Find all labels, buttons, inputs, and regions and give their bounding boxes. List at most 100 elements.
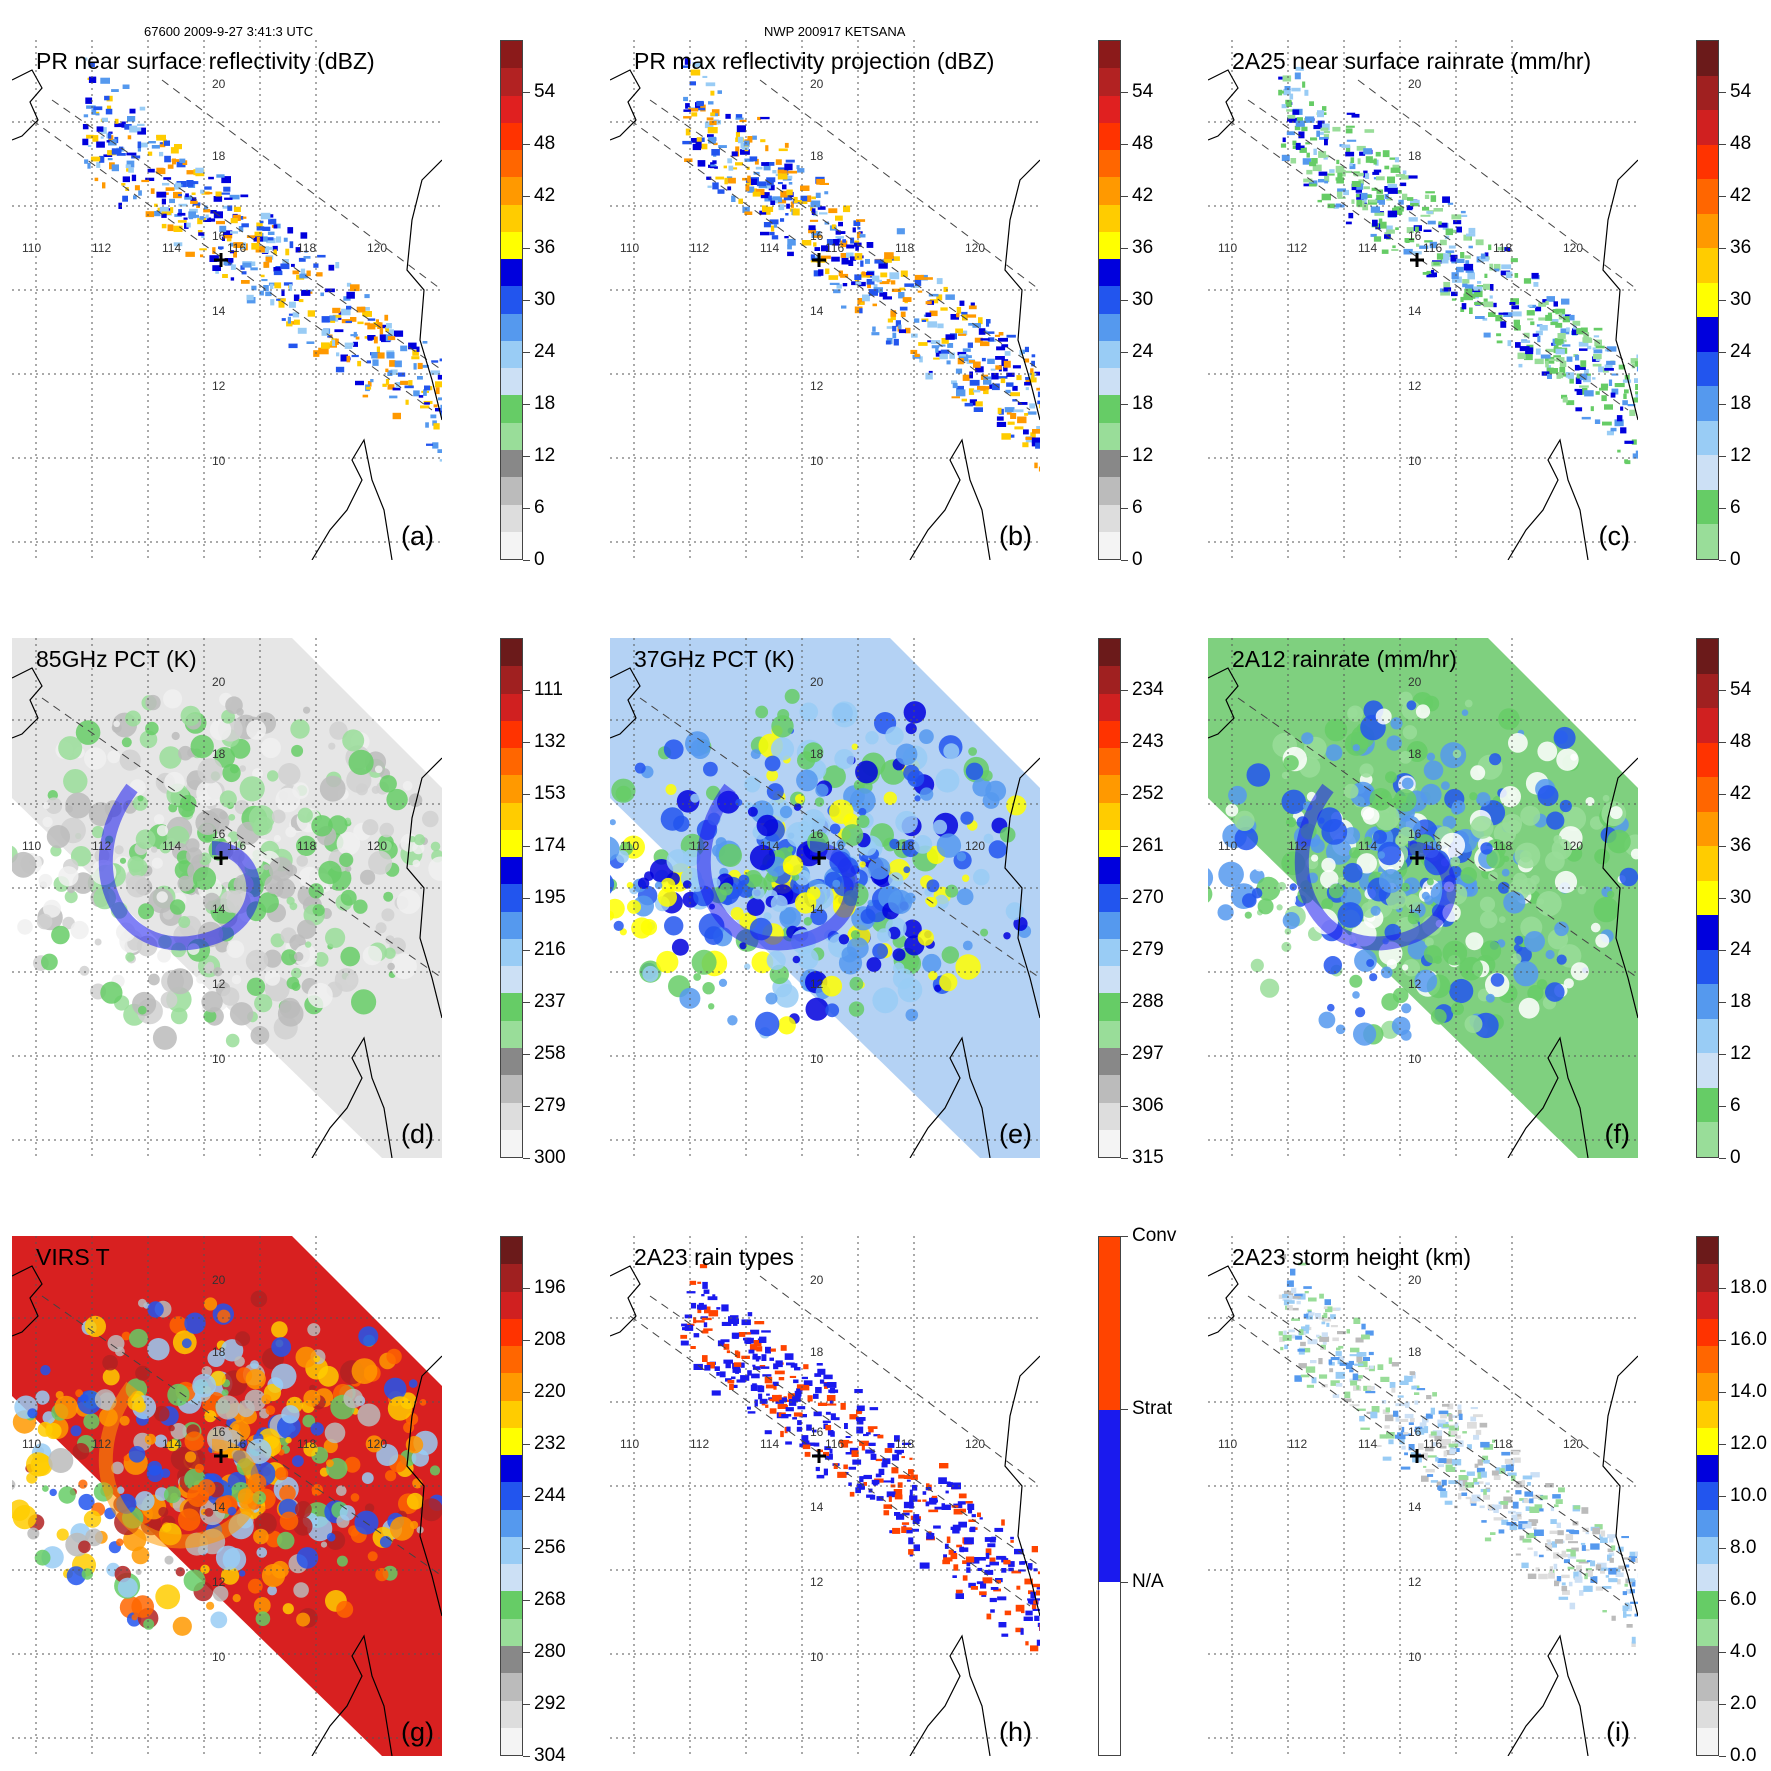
lon-tick-label: 110: [22, 839, 41, 853]
lat-tick-label: 20: [810, 1273, 824, 1287]
lon-tick-label: 112: [92, 1437, 111, 1451]
colorbar-tick: [1719, 1054, 1726, 1055]
colorbar-segment: [1099, 395, 1120, 423]
colorbar-segment: [1697, 282, 1718, 318]
colorbar-tick-label: 4.0: [1730, 1641, 1757, 1662]
colorbar-segment: [501, 313, 522, 341]
colorbar-tick: [523, 742, 530, 743]
map-svg-a: 110 112 114 116 118 120 20 18 16 14 12 10: [12, 40, 442, 560]
lat-tick-label: 12: [810, 379, 824, 393]
colorbar-segment: [1697, 1122, 1718, 1157]
lat-tick-label: 16: [1408, 1425, 1422, 1439]
colorbar-tick: [1121, 1106, 1128, 1107]
colorbar-tick-label: 30: [534, 289, 556, 310]
colorbar-segment: [1099, 259, 1120, 287]
colorbar-tick: [523, 1158, 530, 1159]
lat-tick-label: 14: [1408, 1500, 1422, 1514]
colorbar-tick-label: 42: [1730, 783, 1752, 804]
colorbar-segment: [1099, 477, 1120, 505]
colorbar-tick-label: 196: [534, 1277, 566, 1298]
data-field: [1278, 66, 1638, 465]
colorbar-segment: [1697, 777, 1718, 812]
lon-tick-label: 118: [1493, 1437, 1512, 1451]
colorbar-segment: [1697, 708, 1718, 743]
colorbar-strip: [1098, 638, 1121, 1158]
lat-tick-label: 20: [810, 675, 824, 689]
lat-tick-label: 14: [212, 304, 226, 318]
lon-tick-label: 120: [367, 839, 387, 853]
map-svg-f: 110 112 114 116 118 120 20 18 16 14 12 10: [1208, 638, 1638, 1158]
colorbar-segment: [1099, 666, 1120, 694]
colorbar-tick-label: 315: [1132, 1147, 1164, 1168]
colorbar-tick-label: 12: [534, 445, 556, 466]
lat-tick-label: 16: [212, 229, 226, 243]
lon-tick-label: 118: [895, 1437, 914, 1451]
colorbar-segment: [1697, 1427, 1718, 1456]
colorbar-tick: [523, 300, 530, 301]
colorbar-tick: [523, 1392, 530, 1393]
colorbar-tick-label: 24: [534, 341, 556, 362]
colorbar-tick: [1719, 1756, 1726, 1757]
lon-tick-label: 114: [1358, 839, 1377, 853]
colorbar-segment: [501, 1536, 522, 1565]
lon-tick-label: 120: [1563, 1437, 1583, 1451]
colorbar-tick-label: 48: [1132, 133, 1154, 154]
colorbar-segment: [1697, 248, 1718, 283]
colorbar-tick: [1719, 352, 1726, 353]
lat-tick-label: 20: [810, 77, 824, 91]
colorbar-segment: [501, 802, 522, 830]
colorbar-tick: [1121, 690, 1128, 691]
colorbar-tick-label: 54: [534, 81, 556, 102]
colorbar-strip: [500, 1236, 523, 1756]
colorbar-tick-label: 42: [1730, 185, 1752, 206]
colorbar-segment: [1697, 1264, 1718, 1292]
colorbar-tick: [1121, 846, 1128, 847]
coastline: [1208, 1265, 1638, 1756]
colorbar-tick-label: 0: [1730, 1147, 1741, 1168]
colorbar-tick-label: 12: [1730, 1043, 1752, 1064]
colorbar-tick: [523, 92, 530, 93]
lat-tick-label: 12: [810, 1575, 824, 1589]
colorbar-segment: [1697, 1346, 1718, 1374]
colorbar-tick: [1719, 1444, 1726, 1445]
colorbar-tick: [1719, 1288, 1726, 1289]
colorbar-tick: [523, 1106, 530, 1107]
colorbar-tick: [1719, 1392, 1726, 1393]
colorbar-tick-label: 42: [1132, 185, 1154, 206]
lat-tick-label: 14: [1408, 304, 1422, 318]
colorbar-tick: [1719, 560, 1726, 561]
lon-tick-label: 120: [367, 1437, 387, 1451]
panel-label: (g): [401, 1717, 434, 1747]
colorbar-tick: [1719, 1158, 1726, 1159]
colorbar-tick-label: 36: [1730, 237, 1752, 258]
colorbar-tick-label: 24: [1132, 341, 1154, 362]
colorbar-strip: [1696, 40, 1719, 560]
colorbar-tick-label: 18: [1132, 393, 1154, 414]
colorbar-tick: [1121, 508, 1128, 509]
lon-tick-label: 116: [227, 839, 246, 853]
lat-tick-label: 18: [1408, 1345, 1422, 1359]
colorbar-segment: [1099, 748, 1120, 776]
colorbar-tick-label: 0: [1132, 549, 1143, 570]
colorbar-tick: [1121, 1582, 1128, 1583]
colorbar-segment: [1697, 1291, 1718, 1319]
colorbar-segment: [1099, 150, 1120, 178]
colorbar-segment: [1099, 1582, 1120, 1626]
colorbar-segment: [501, 1455, 522, 1483]
colorbar-segment: [1697, 489, 1718, 525]
colorbar-strip: [500, 638, 523, 1158]
lat-tick-label: 12: [810, 977, 824, 991]
colorbar-tick-label: N/A: [1132, 1571, 1164, 1592]
colorbar-tick: [523, 1600, 530, 1601]
colorbar-tick-label: 18.0: [1730, 1277, 1767, 1298]
colorbar-tick: [1719, 1002, 1726, 1003]
colorbar-segment: [1697, 144, 1718, 180]
colorbar-tick-label: 30: [1730, 289, 1752, 310]
colorbar-segment: [501, 231, 522, 260]
lat-tick-label: 10: [212, 454, 226, 468]
colorbar-tick: [523, 1704, 530, 1705]
colorbar-tick-label: 12: [1132, 445, 1154, 466]
lon-tick-label: 110: [22, 1437, 41, 1451]
lat-tick-label: 16: [212, 1425, 226, 1439]
lon-tick-label: 112: [690, 1437, 709, 1451]
